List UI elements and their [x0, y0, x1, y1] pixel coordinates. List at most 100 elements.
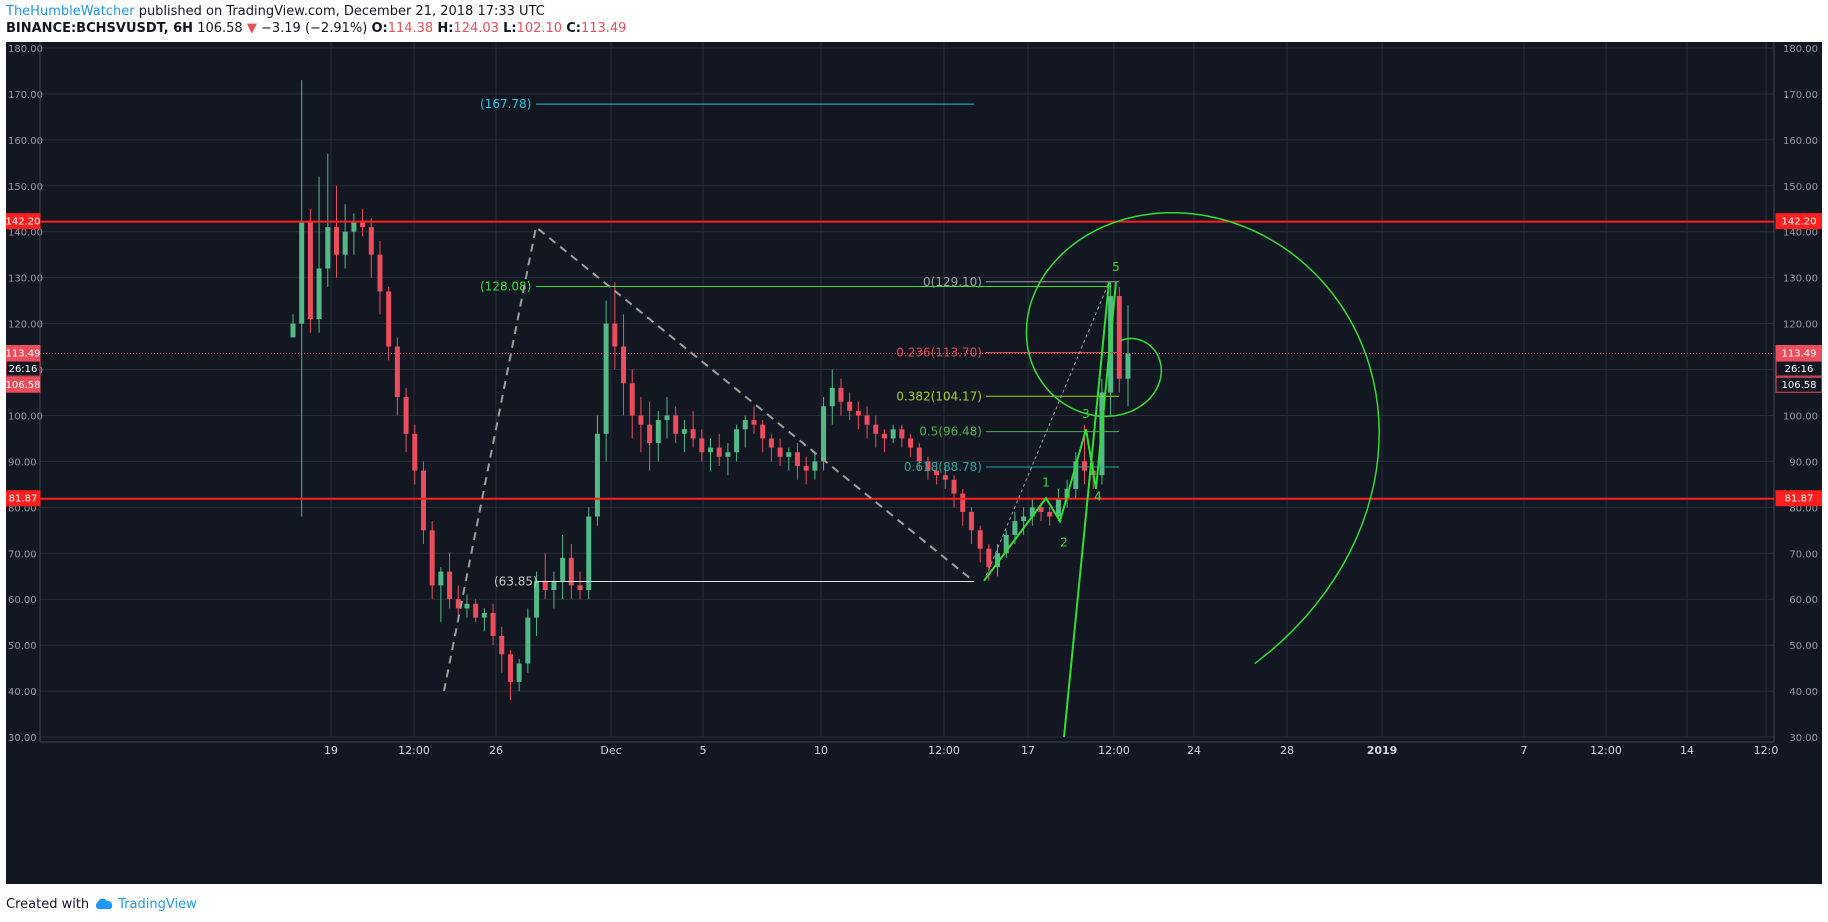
candle-body[interactable] — [890, 429, 896, 439]
candle-body[interactable] — [734, 429, 740, 453]
y-tick-label-left: 80.00 — [8, 503, 37, 514]
elliott-wave-path[interactable] — [983, 282, 1117, 582]
candle-body[interactable] — [812, 461, 818, 471]
candle-body[interactable] — [612, 323, 618, 347]
candle-body[interactable] — [794, 452, 800, 466]
candle-body[interactable] — [751, 420, 757, 425]
candle-body[interactable] — [664, 415, 670, 421]
tradingview-link[interactable]: TradingView — [93, 897, 197, 912]
candle-body[interactable] — [742, 420, 748, 430]
candle-body[interactable] — [647, 424, 653, 444]
candle-body[interactable] — [325, 227, 331, 269]
candle-body[interactable] — [534, 580, 540, 618]
candle-body[interactable] — [673, 415, 679, 434]
candle-body[interactable] — [786, 452, 792, 457]
candle-body[interactable] — [1021, 516, 1027, 522]
candle-body[interactable] — [299, 222, 305, 324]
candle-body[interactable] — [1012, 521, 1018, 535]
candle-body[interactable] — [290, 323, 296, 338]
candle-body[interactable] — [360, 222, 366, 228]
candle-body[interactable] — [821, 406, 827, 462]
candle-body[interactable] — [386, 291, 392, 347]
candle-body[interactable] — [420, 470, 426, 531]
candle-body[interactable] — [560, 557, 566, 581]
candle-body[interactable] — [1029, 507, 1035, 517]
chart-area[interactable]: 180.00 180.00 170.00 170.00 160.00 160.00 150.… — [5, 42, 1823, 884]
candle-body[interactable] — [960, 493, 966, 512]
candle-body[interactable] — [977, 530, 983, 549]
candle-body[interactable] — [638, 415, 644, 425]
candle-body[interactable] — [995, 553, 1001, 568]
candle-body[interactable] — [342, 231, 348, 255]
candle-body[interactable] — [716, 447, 722, 457]
fib-spiral[interactable] — [1025, 211, 1380, 665]
candle-body[interactable] — [507, 654, 513, 682]
candle-body[interactable] — [333, 227, 339, 255]
candle-body[interactable] — [855, 410, 861, 416]
candle-body[interactable] — [464, 603, 470, 609]
candle-body[interactable] — [777, 447, 783, 457]
candle-body[interactable] — [699, 438, 705, 453]
candle-body[interactable] — [1038, 507, 1044, 512]
candle-body[interactable] — [551, 580, 557, 591]
candle-body[interactable] — [725, 452, 731, 457]
candle-body[interactable] — [655, 420, 661, 444]
candle-body[interactable] — [455, 599, 461, 609]
candle-body[interactable] — [690, 429, 696, 439]
candle-body[interactable] — [525, 617, 531, 664]
candle-body[interactable] — [942, 475, 948, 480]
candle-body[interactable] — [908, 438, 914, 448]
candle-body[interactable] — [899, 429, 905, 439]
candle-body[interactable] — [708, 447, 713, 453]
author-link[interactable]: TheHumbleWatcher — [6, 4, 135, 19]
candle-body[interactable] — [629, 383, 635, 416]
candle-body[interactable] — [1047, 511, 1053, 517]
candle-body[interactable] — [438, 571, 444, 586]
candle-body[interactable] — [864, 415, 870, 425]
candle-body[interactable] — [351, 222, 357, 232]
candle-body[interactable] — [986, 548, 992, 568]
candle-body[interactable] — [586, 516, 592, 591]
candle-body[interactable] — [934, 470, 940, 476]
candle-body[interactable] — [316, 268, 322, 320]
candle-body[interactable] — [481, 612, 487, 618]
candle-body[interactable] — [429, 530, 435, 586]
candle-body[interactable] — [368, 227, 374, 255]
candle-body[interactable] — [447, 571, 453, 600]
candle-body[interactable] — [873, 424, 879, 434]
candle-body[interactable] — [412, 433, 418, 471]
candle-body[interactable] — [768, 438, 774, 448]
candle-body[interactable] — [968, 511, 974, 531]
candle-body[interactable] — [307, 222, 313, 320]
candle-body[interactable] — [803, 465, 809, 471]
candle-body[interactable] — [403, 397, 409, 434]
candle-body[interactable] — [499, 635, 505, 655]
candle-body[interactable] — [1116, 296, 1122, 379]
candle-body[interactable] — [377, 254, 383, 292]
candle-body[interactable] — [490, 612, 496, 636]
candle-body[interactable] — [951, 479, 957, 494]
candle-body[interactable] — [568, 557, 574, 586]
candle-body[interactable] — [516, 663, 522, 682]
candle-body[interactable] — [603, 323, 609, 434]
candle-body[interactable] — [760, 424, 766, 439]
candle-body[interactable] — [916, 447, 922, 462]
candle-body[interactable] — [594, 433, 600, 517]
candle-body[interactable] — [621, 346, 627, 384]
candle-body[interactable] — [473, 603, 479, 618]
candle-body[interactable] — [925, 461, 931, 471]
candle-body[interactable] — [394, 346, 400, 398]
candle-body[interactable] — [881, 433, 887, 439]
candle-body[interactable] — [681, 429, 687, 434]
candle-body[interactable] — [1082, 461, 1088, 471]
candle-body[interactable] — [1125, 353, 1131, 379]
candle-body[interactable] — [847, 401, 853, 411]
candle-body[interactable] — [829, 387, 835, 407]
candle-body[interactable] — [542, 580, 548, 591]
candle-body[interactable] — [1003, 534, 1009, 554]
candle-body[interactable] — [1055, 498, 1061, 517]
candle-body[interactable] — [1073, 461, 1079, 489]
candle-body[interactable] — [838, 387, 844, 402]
candle-body[interactable] — [577, 585, 583, 591]
